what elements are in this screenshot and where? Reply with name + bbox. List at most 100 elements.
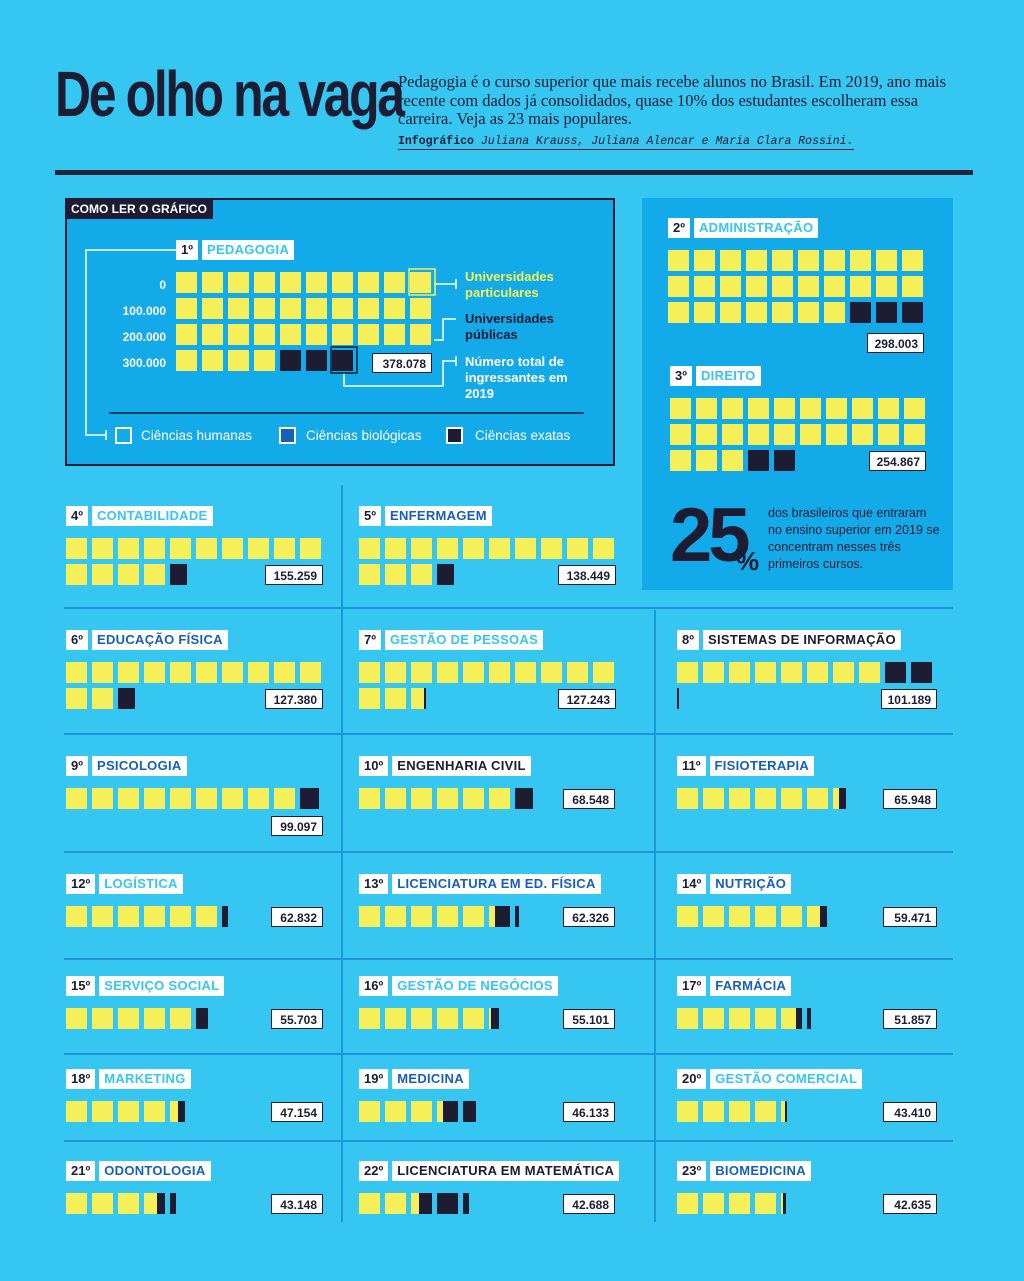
course-rank: 15º (66, 976, 96, 996)
private-square (384, 298, 405, 319)
course-total: 99.097 (271, 816, 323, 836)
private-square (384, 324, 405, 345)
private-square (170, 1101, 179, 1122)
private-square (359, 564, 380, 585)
private-square (696, 450, 717, 471)
public-square (463, 1101, 476, 1122)
private-square (196, 538, 217, 559)
public-square (783, 1193, 787, 1214)
course-name: EDUCAÇÃO FÍSICA (91, 630, 228, 650)
course-rank: 22º (359, 1161, 389, 1181)
course-name: FISIOTERAPIA (709, 756, 815, 776)
private-square (118, 1101, 139, 1122)
private-square (274, 662, 295, 683)
private-square (170, 1008, 191, 1029)
course-total: 51.857 (883, 1009, 937, 1029)
course-rank: 9º (66, 756, 88, 776)
private-square (411, 1193, 420, 1214)
private-square (92, 538, 113, 559)
course-name: PSICOLOGIA (91, 756, 187, 776)
private-square (720, 302, 741, 323)
course-rank: 20º (677, 1069, 707, 1089)
private-square (170, 538, 191, 559)
course-name: PEDAGOGIA (201, 240, 295, 260)
private-square (385, 1101, 406, 1122)
course-name: SERVIÇO SOCIAL (99, 976, 225, 996)
private-square (359, 1101, 380, 1122)
private-square (385, 688, 406, 709)
private-square (720, 250, 741, 271)
private-square (92, 688, 113, 709)
private-square (411, 538, 432, 559)
private-square (170, 662, 191, 683)
course-rank: 10º (359, 756, 389, 776)
private-square (176, 272, 197, 293)
public-square (423, 688, 426, 709)
private-square (248, 662, 269, 683)
private-square (66, 564, 87, 585)
private-square (437, 906, 458, 927)
private-square (306, 298, 327, 319)
private-square (92, 564, 113, 585)
private-square (410, 298, 431, 319)
private-square (746, 302, 767, 323)
private-square (755, 906, 776, 927)
course-rank: 7º (359, 630, 381, 650)
private-square (144, 1008, 165, 1029)
private-square (306, 324, 327, 345)
course-rank-label: 7º GESTÃO DE PESSOAS (359, 630, 544, 650)
private-square (463, 538, 484, 559)
course-name: ODONTOLOGIA (99, 1161, 211, 1181)
private-square (800, 398, 821, 419)
private-square (781, 1193, 784, 1214)
private-square (541, 662, 562, 683)
course-rank: 1º (176, 240, 198, 260)
private-square (202, 272, 223, 293)
private-square (567, 662, 588, 683)
course-total: 42.688 (563, 1194, 615, 1214)
private-square (833, 788, 840, 809)
course-total: 47.154 (271, 1102, 323, 1122)
private-square (176, 324, 197, 345)
course-total: 65.948 (883, 789, 937, 809)
private-square (755, 788, 776, 809)
private-square (144, 788, 165, 809)
private-square (222, 662, 243, 683)
credit-names: Juliana Krauss, Juliana Alencar e Maria … (480, 135, 854, 148)
course-rank-label: 14º NUTRIÇÃO (677, 874, 792, 894)
private-square (385, 1193, 406, 1214)
private-square (359, 906, 380, 927)
private-square (332, 324, 353, 345)
private-square (722, 450, 743, 471)
private-square (489, 1008, 492, 1029)
private-square (202, 350, 223, 371)
credit-label: Infográfico (398, 135, 474, 148)
private-square (196, 788, 217, 809)
private-square (670, 424, 691, 445)
course-rank-label: 20º GESTÃO COMERCIAL (677, 1069, 863, 1089)
course-total: 43.410 (883, 1102, 937, 1122)
course-total: 127.380 (265, 689, 323, 709)
course-total: 138.449 (558, 565, 616, 585)
private-square (772, 276, 793, 297)
exatas-swatch (446, 427, 463, 444)
humanas-swatch (115, 427, 132, 444)
course-rank: 23º (677, 1161, 707, 1181)
private-square (463, 1008, 484, 1029)
private-square (772, 302, 793, 323)
private-square (274, 788, 295, 809)
public-square (885, 662, 906, 683)
private-square (411, 906, 432, 927)
legend-tick: 300.000 (122, 356, 166, 370)
private-square (144, 906, 165, 927)
public-square (222, 906, 229, 927)
private-square (66, 1008, 87, 1029)
public-square (437, 564, 454, 585)
private-square (384, 272, 405, 293)
humanas-legend-label: Ciências humanas (141, 428, 253, 443)
private-square (694, 302, 715, 323)
page-title: De olho na vaga (55, 58, 405, 130)
private-square (66, 538, 87, 559)
public-square (785, 1101, 788, 1122)
